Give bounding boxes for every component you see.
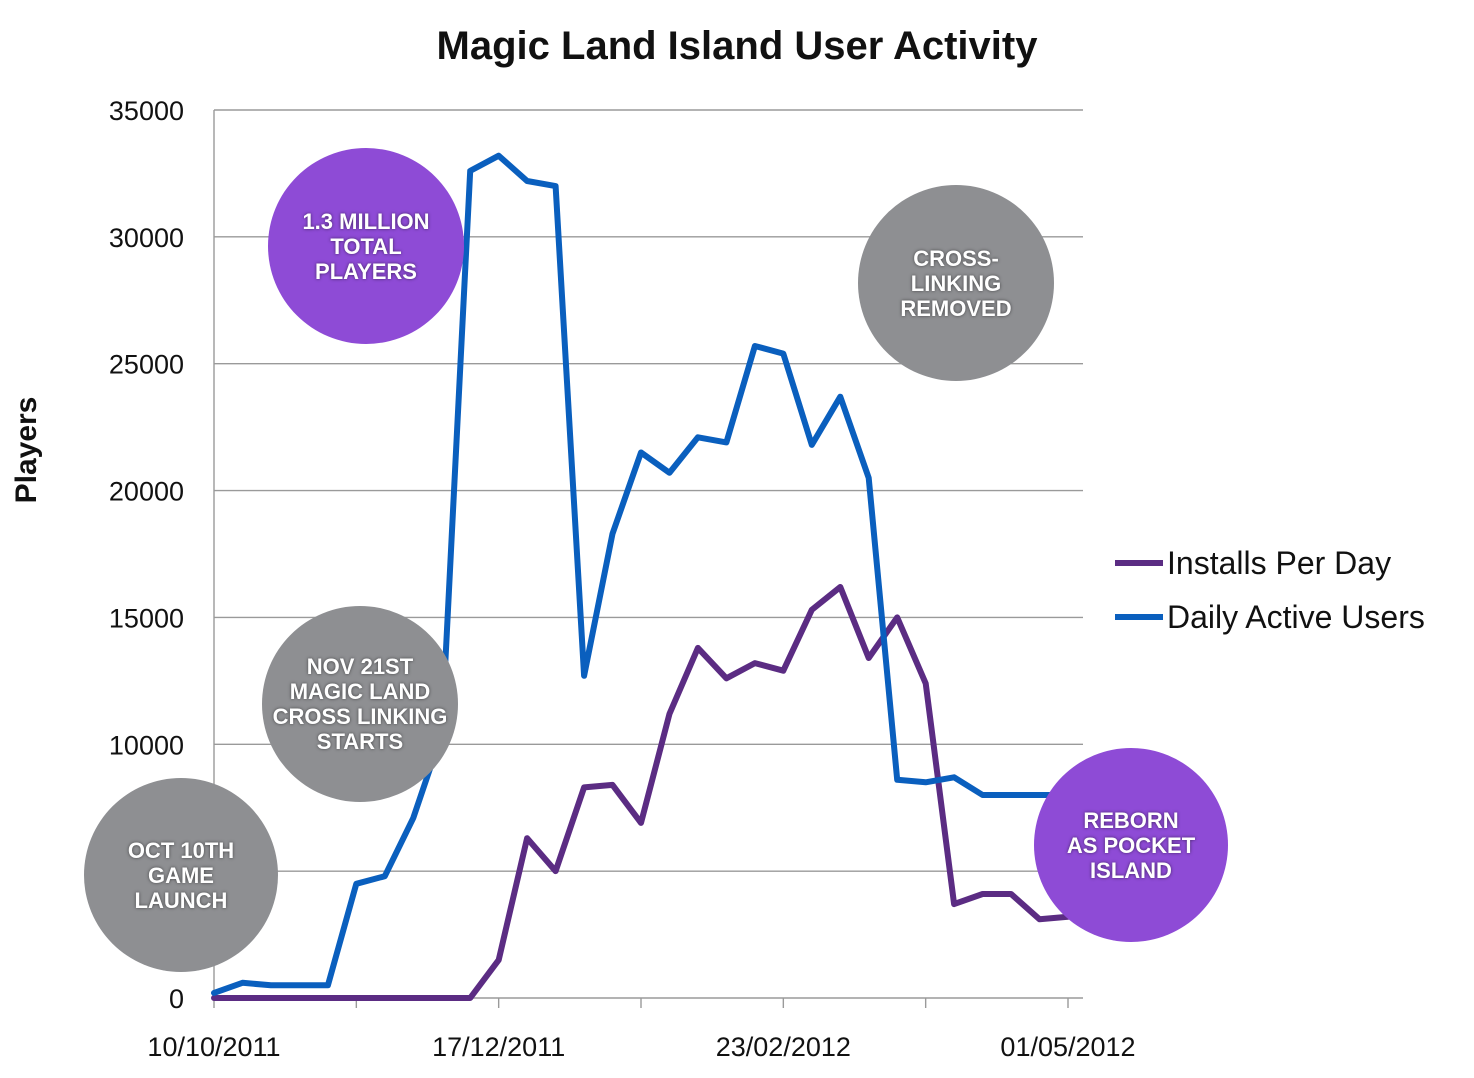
annotation-total-players: 1.3 MILLION TOTAL PLAYERS <box>268 148 464 344</box>
y-tick-label-25000: 25000 <box>109 350 184 380</box>
y-tick-label-20000: 20000 <box>109 477 184 507</box>
chart-title: Magic Land Island User Activity <box>436 24 1038 68</box>
annotation-crosslink: NOV 21st MAGIC LAND CROSS LINKING STARTS <box>262 606 458 802</box>
legend-swatch-installs <box>1115 560 1163 566</box>
series-line-daily-active-users <box>211 152 1071 996</box>
y-tick-label-0: 0 <box>169 984 184 1014</box>
series-line-installs-per-day <box>211 584 1071 1001</box>
x-tick-label-0: 10/10/2011 <box>147 1032 280 1062</box>
x-tick-label-1: 17/12/2011 <box>432 1032 565 1062</box>
legend-label-dau: Daily Active Users <box>1167 598 1425 635</box>
x-tick-label-3: 01/05/2012 <box>1000 1032 1135 1062</box>
legend: Installs Per Day Daily Active Users <box>1115 536 1425 644</box>
annotation-reborn: REBORN AS POCKET ISLAND <box>1034 748 1228 942</box>
y-tick-label-30000: 30000 <box>109 223 184 253</box>
annotation-crosslinking-removed: CROSS- LINKING REMOVED <box>858 185 1054 381</box>
annotation-launch: OCT 10th GAME LAUNCH <box>84 778 278 972</box>
x-tick-label-2: 23/02/2012 <box>716 1032 851 1062</box>
y-tick-label-10000: 10000 <box>109 730 184 760</box>
legend-item-installs: Installs Per Day <box>1115 536 1425 590</box>
legend-item-dau: Daily Active Users <box>1115 590 1425 644</box>
tick-labels: 0 10000 15000 20000 25000 30000 35000 10/10/201… <box>109 96 1136 1062</box>
legend-swatch-dau <box>1115 614 1163 620</box>
legend-label-installs: Installs Per Day <box>1167 544 1392 581</box>
series-lines <box>211 152 1071 1001</box>
y-tick-label-35000: 35000 <box>109 96 184 126</box>
y-tick-label-15000: 15000 <box>109 603 184 633</box>
